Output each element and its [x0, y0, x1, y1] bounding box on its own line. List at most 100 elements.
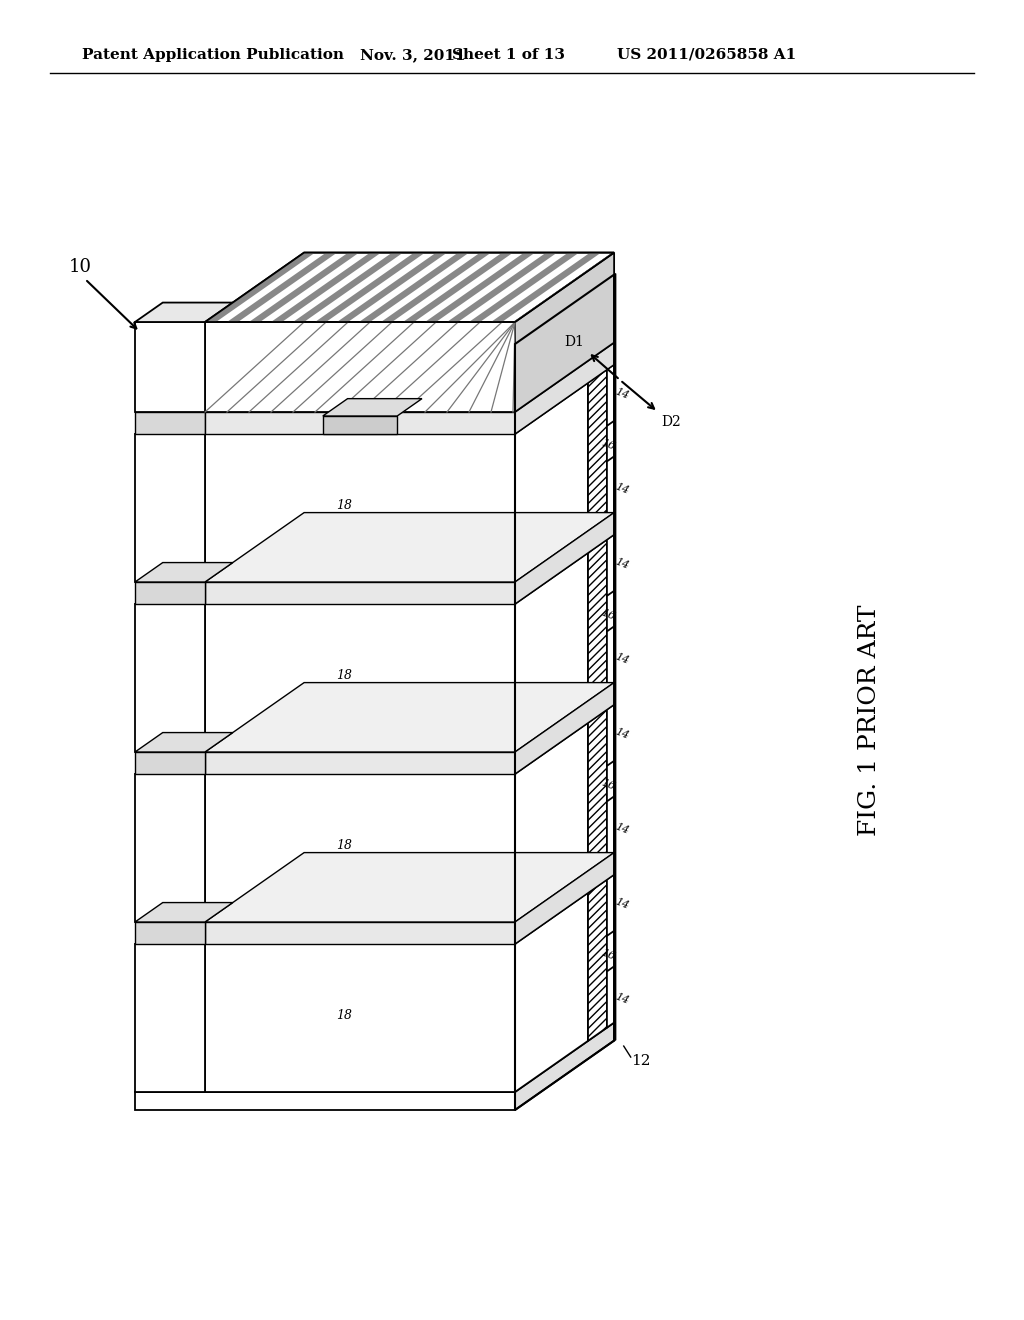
Polygon shape [607, 796, 614, 858]
Text: 18: 18 [337, 838, 352, 851]
Polygon shape [513, 252, 614, 322]
Text: Patent Application Publication: Patent Application Publication [82, 48, 344, 62]
Polygon shape [135, 434, 205, 582]
Text: 10: 10 [69, 257, 91, 276]
Polygon shape [515, 682, 614, 774]
Polygon shape [135, 903, 232, 921]
Polygon shape [205, 921, 515, 944]
Text: D1: D1 [564, 335, 584, 348]
Polygon shape [293, 252, 403, 322]
Polygon shape [515, 723, 588, 921]
Polygon shape [315, 252, 425, 322]
Polygon shape [607, 705, 614, 766]
Polygon shape [607, 627, 614, 688]
Text: 16: 16 [599, 607, 616, 622]
Polygon shape [323, 399, 422, 416]
Polygon shape [205, 682, 614, 752]
Polygon shape [205, 705, 614, 774]
Text: 18: 18 [337, 668, 352, 681]
Polygon shape [425, 252, 536, 322]
Polygon shape [205, 944, 515, 1092]
Polygon shape [227, 252, 337, 322]
Polygon shape [515, 892, 588, 1092]
Polygon shape [135, 921, 205, 944]
Polygon shape [337, 252, 447, 322]
Polygon shape [515, 343, 614, 434]
Text: 14: 14 [613, 482, 631, 496]
Text: US 2011/0265858 A1: US 2011/0265858 A1 [617, 48, 797, 62]
Polygon shape [135, 605, 205, 752]
Polygon shape [135, 944, 205, 1092]
Polygon shape [205, 774, 515, 921]
Polygon shape [588, 540, 607, 701]
Text: 14: 14 [613, 896, 631, 911]
Polygon shape [588, 370, 607, 531]
Polygon shape [607, 364, 614, 426]
Polygon shape [135, 752, 205, 774]
Polygon shape [135, 322, 205, 412]
Polygon shape [205, 875, 614, 944]
Text: FIG. 1 PRIOR ART: FIG. 1 PRIOR ART [858, 605, 882, 836]
Polygon shape [205, 434, 515, 582]
Polygon shape [205, 605, 515, 752]
Polygon shape [205, 252, 614, 322]
Text: 14: 14 [613, 557, 631, 572]
Text: 14: 14 [613, 651, 631, 665]
Polygon shape [381, 252, 492, 322]
Polygon shape [135, 733, 232, 752]
Polygon shape [607, 875, 614, 936]
Text: 18: 18 [337, 499, 352, 512]
Polygon shape [515, 252, 614, 412]
Polygon shape [271, 252, 381, 322]
Text: 14: 14 [613, 991, 631, 1006]
Polygon shape [205, 412, 515, 434]
Polygon shape [515, 383, 588, 582]
Polygon shape [135, 302, 232, 322]
Text: 16: 16 [599, 438, 616, 453]
Polygon shape [447, 252, 557, 322]
Polygon shape [205, 322, 515, 412]
Polygon shape [588, 710, 607, 871]
Polygon shape [135, 412, 205, 434]
Polygon shape [135, 1023, 614, 1092]
Polygon shape [205, 343, 614, 412]
Polygon shape [205, 853, 614, 921]
Polygon shape [469, 252, 580, 322]
Polygon shape [588, 879, 607, 1041]
Text: 18: 18 [337, 1008, 352, 1022]
Polygon shape [205, 364, 614, 434]
Polygon shape [205, 535, 614, 605]
Polygon shape [403, 252, 513, 322]
Polygon shape [205, 512, 614, 582]
Text: 14: 14 [613, 726, 631, 741]
Text: 14: 14 [613, 821, 631, 836]
Text: D2: D2 [662, 414, 681, 429]
Polygon shape [205, 582, 515, 605]
Text: 14: 14 [613, 387, 631, 401]
Polygon shape [515, 553, 588, 752]
Polygon shape [614, 273, 615, 1040]
Polygon shape [135, 585, 232, 605]
Polygon shape [515, 853, 614, 944]
Polygon shape [515, 1023, 614, 1110]
Polygon shape [607, 535, 614, 595]
Polygon shape [249, 252, 359, 322]
Polygon shape [490, 252, 601, 322]
Polygon shape [135, 774, 205, 921]
Text: Nov. 3, 2011: Nov. 3, 2011 [360, 48, 466, 62]
Polygon shape [515, 512, 614, 605]
Polygon shape [323, 416, 397, 434]
Polygon shape [135, 562, 232, 582]
Polygon shape [607, 966, 614, 1028]
Text: 16: 16 [599, 948, 616, 962]
Polygon shape [205, 252, 315, 322]
Polygon shape [135, 1092, 515, 1110]
Polygon shape [135, 414, 232, 434]
Text: 16: 16 [599, 777, 616, 792]
Polygon shape [135, 582, 205, 605]
Polygon shape [135, 924, 232, 944]
Polygon shape [205, 752, 515, 774]
Text: Sheet 1 of 13: Sheet 1 of 13 [452, 48, 565, 62]
Polygon shape [135, 755, 232, 774]
Polygon shape [359, 252, 469, 322]
